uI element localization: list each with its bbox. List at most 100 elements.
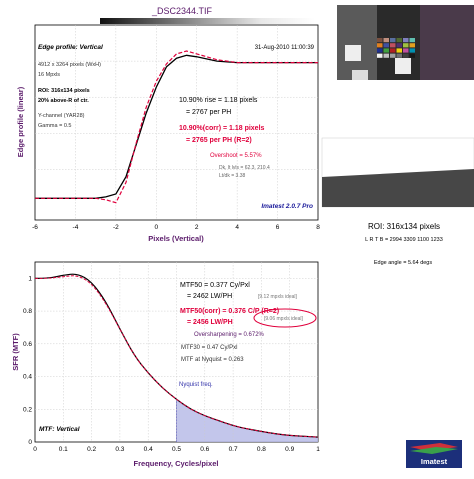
dark-light-levels-text: Dk, lt lvls = 62.3, 210.4 [219,165,270,171]
x-tick-label: 4 [235,224,239,231]
mtf50-text: MTF50 = 0.377 Cy/Pxl [180,282,250,289]
color-patch [396,53,402,58]
y-tick-label: 0.2 [23,406,32,413]
edge-profile-title: Edge profile: Vertical [38,44,103,51]
x-tick-label: 0.3 [115,446,124,453]
rise-per-ph-text: = 2767 per PH [186,109,231,116]
x-tick-label: 0.7 [229,446,238,453]
edge-profile-x-axis-label: Pixels (Vertical) [148,234,204,243]
tone-gradient-bar [100,18,315,24]
mtf50-corr-lwph-text: = 2456 LW/PH [187,319,233,326]
mtf50-lwph-text: = 2462 LW/PH [187,293,232,300]
y-tick-label: 0.6 [23,341,32,348]
y-tick-label: 0.8 [23,308,32,315]
mtf50-corr-text: MTF50(corr) = 0.376 C/P (R=2) [180,308,279,315]
color-patch [390,43,396,48]
roi-coordinates: L R T B = 2994 3309 1100 1233 [365,237,443,243]
channel-text: Y-channel (YAR28) [38,113,85,119]
color-patch [390,48,396,53]
x-tick-label: -4 [73,224,79,231]
color-patch [409,53,415,58]
color-patch [396,43,402,48]
color-patch [377,48,383,53]
edge-profile-x-ticks: -6 -4 -2 0 2 4 6 8 [32,224,320,231]
x-tick-label: 0.1 [59,446,68,453]
edge-profile-corrected-curve [35,50,318,204]
color-patch [396,38,402,43]
x-tick-label: 8 [316,224,320,231]
x-tick-label: 1 [316,446,320,453]
edge-profile-date: 31-Aug-2010 11:00:39 [255,45,315,51]
y-tick-label: 0 [28,439,32,446]
chart-thumbnail [337,5,474,80]
light-dark-ratio-text: Lt/dk = 3.38 [219,173,245,179]
mtf-corrected-curve [35,275,318,438]
edge-profile-y-axis-label: Edge profile (linear) [16,86,25,157]
y-tick-label: 1 [28,275,32,282]
logo-text: Imatest [421,457,448,466]
x-tick-label: 0.6 [200,446,209,453]
x-tick-label: 0 [154,224,158,231]
mtf-title: MTF: Vertical [39,426,80,433]
mtf50-corr-ideal-text: [9.06 mpxls ideal] [264,316,304,322]
x-tick-label: -6 [32,224,38,231]
gamma-text: Gamma = 0.5 [38,123,71,129]
roi-location-text: 20% above-R of ctr. [38,98,89,104]
mtf-curves [35,273,318,438]
image-size-text: 4912 x 3264 pixels (WxH) [38,62,101,68]
mtf-grid [35,262,318,442]
mtf-nyquist-text: MTF at Nyquist = 0.263 [181,357,244,363]
nyquist-label: Nyquist freq. [179,382,213,388]
x-tick-label: 6 [276,224,280,231]
beyond-nyquist-area [176,399,318,442]
ideal-highlight-ellipse [253,308,317,328]
x-tick-label: 0.9 [285,446,294,453]
oversharpening-text: Oversharpening = 0.672% [194,332,265,338]
imatest-version-badge: Imatest 2.0.7 Pro [261,203,313,210]
color-patch [396,48,402,53]
color-patch [383,48,389,53]
color-patch [377,53,383,58]
y-tick-label: 0.4 [23,374,32,381]
x-tick-label: 0.4 [144,446,153,453]
color-checker-patches [377,38,415,58]
color-patch [403,53,409,58]
roi-title: ROI: 316x134 pixels [368,222,440,231]
color-patch [383,43,389,48]
megapixels-text: 16 Mpxls [38,72,60,78]
file-title: _DSC2344.TIF [151,6,213,16]
color-patch [403,43,409,48]
color-patch [390,53,396,58]
mtf-x-axis-label: Frequency, Cycles/pixel [134,459,219,468]
color-patch [390,38,396,43]
color-patch [403,38,409,43]
imatest-logo: Imatest [406,440,462,468]
rise-text: 10.90% rise = 1.18 pixels [179,97,258,104]
color-patch [383,53,389,58]
x-tick-label: -2 [113,224,119,231]
x-tick-label: 0.5 [172,446,181,453]
rise-corr-text: 10.90%(corr) = 1.18 pixels [179,125,265,132]
color-patch [409,38,415,43]
x-tick-label: 0 [33,446,37,453]
edge-angle-text: Edge angle = 5.64 degs [374,260,433,266]
color-patch [377,43,383,48]
mtf-x-ticks: 0 0.1 0.2 0.3 0.4 0.5 0.6 0.7 0.8 0.9 1 [33,446,320,453]
mtf30-text: MTF30 = 0.47 Cy/Pxl [181,345,238,351]
color-patch [377,38,383,43]
x-tick-label: 0.8 [257,446,266,453]
rise-corr-per-ph-text: = 2765 per PH (R=2) [186,137,252,144]
x-tick-label: 0.2 [87,446,96,453]
mtf-y-ticks: 0 0.2 0.4 0.6 0.8 1 [23,275,32,446]
color-patch [409,43,415,48]
edge-profile-plot-area [34,24,319,221]
roi-crop-thumbnail [321,137,474,208]
mtf50-ideal-text: [9.12 mpxls ideal] [258,294,298,300]
mtf-y-axis-label: SFR (MTF) [11,333,20,371]
roi-size-text: ROI: 316x134 pixels [38,88,90,94]
edge-profile-grid [35,25,318,220]
edge-profile-curves [35,50,318,204]
color-patch [403,48,409,53]
x-tick-label: 2 [195,224,199,231]
